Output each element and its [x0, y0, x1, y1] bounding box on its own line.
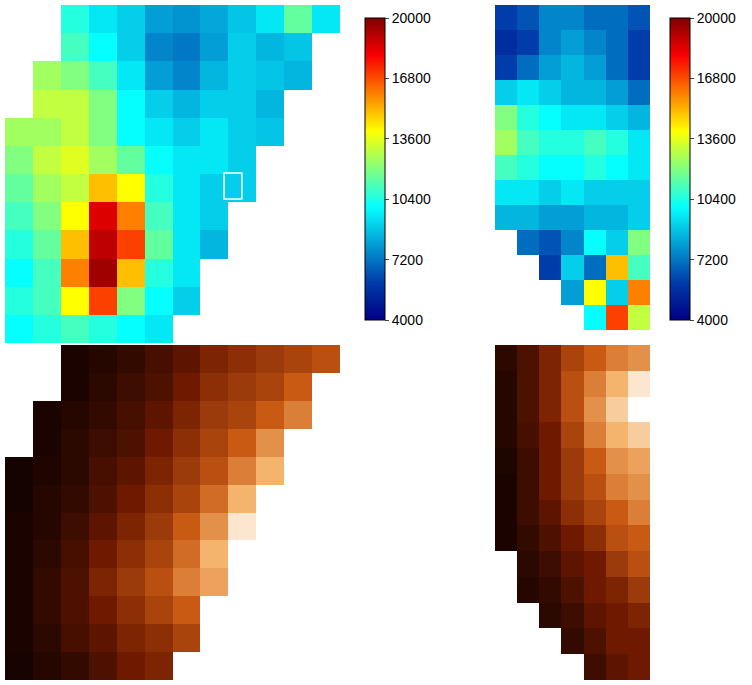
- svg-text:4000: 4000: [697, 312, 728, 328]
- svg-text:13600: 13600: [392, 131, 431, 147]
- svg-text:7200: 7200: [392, 252, 423, 268]
- svg-text:13600: 13600: [697, 131, 736, 147]
- svg-text:4000: 4000: [392, 312, 423, 328]
- svg-text:10400: 10400: [697, 191, 736, 207]
- svg-text:20000: 20000: [392, 10, 431, 26]
- svg-text:16800: 16800: [697, 70, 736, 86]
- svg-text:10400: 10400: [392, 191, 431, 207]
- svg-text:20000: 20000: [697, 10, 736, 26]
- svg-text:7200: 7200: [697, 252, 728, 268]
- svg-text:16800: 16800: [392, 70, 431, 86]
